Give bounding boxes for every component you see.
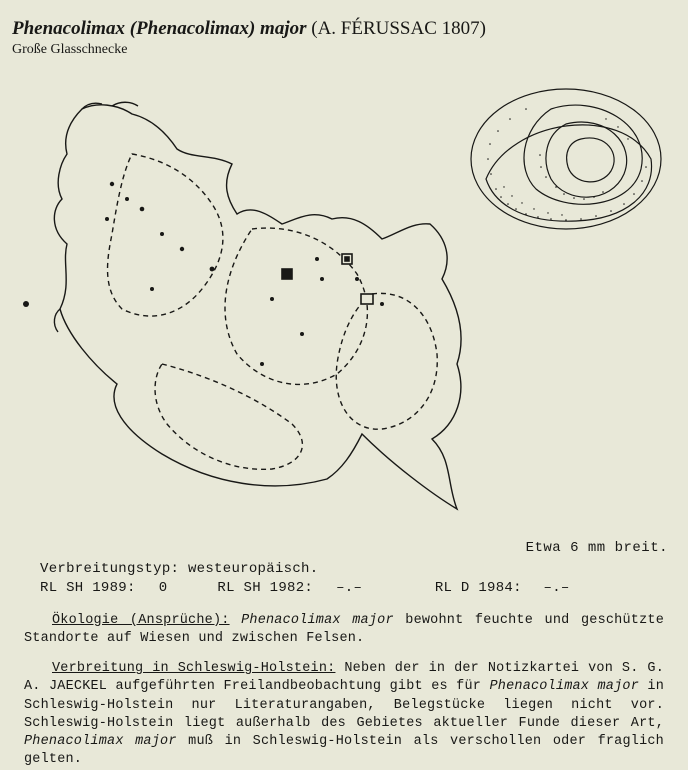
record-block: Verbreitungstyp: westeuropäisch. RL SH 1…: [40, 560, 676, 598]
species-page: Phenacolimax (Phenacolimax) major (A. FÉ…: [0, 0, 688, 709]
rl-sh-1989-label: RL SH 1989:: [40, 579, 150, 598]
figure-area: Etwa 6 mm breit.: [12, 64, 676, 524]
scientific-name: Phenacolimax (Phenacolimax) major: [12, 18, 307, 39]
oekologie-paragraph: Ökologie (Ansprüche): Phenacolimax major…: [24, 612, 664, 648]
verbreitungstyp-value: westeuropäisch.: [188, 561, 319, 577]
verbreitungstyp-label: Verbreitungstyp:: [40, 561, 179, 577]
verbreitungstyp-row: Verbreitungstyp: westeuropäisch.: [40, 560, 676, 579]
rl-sh-1989-value: 0: [159, 579, 209, 598]
verbreitung-paragraph: Verbreitung in Schleswig-Holstein: Neben…: [24, 660, 664, 769]
oekologie-heading: Ökologie (Ansprüche):: [52, 613, 230, 628]
common-name: Große Glasschnecke: [12, 42, 676, 58]
rl-sh-1982-label: RL SH 1982:: [217, 579, 327, 598]
verbreitung-heading: Verbreitung in Schleswig-Holstein:: [52, 661, 335, 676]
redlist-row: RL SH 1989: 0 RL SH 1982: –.– RL D 1984:…: [40, 579, 676, 598]
rl-d-1984-label: RL D 1984:: [435, 579, 535, 598]
shell-size-label: Etwa 6 mm breit.: [526, 540, 668, 556]
authority: (A. FÉRUSSAC 1807): [311, 18, 486, 39]
oekologie-sci: Phenacolimax major: [241, 613, 394, 628]
rl-d-1984-value: –.–: [544, 579, 570, 598]
verbreitung-sci1: Phenacolimax major: [489, 679, 639, 694]
rl-sh-1982-value: –.–: [336, 579, 426, 598]
page-title: Phenacolimax (Phenacolimax) major (A. FÉ…: [12, 18, 676, 40]
verbreitung-sci2: Phenacolimax major: [24, 734, 177, 749]
body-text: Ökologie (Ansprüche): Phenacolimax major…: [24, 612, 664, 770]
shell-illustration: [456, 59, 676, 239]
occurrence-markers: [282, 254, 373, 304]
